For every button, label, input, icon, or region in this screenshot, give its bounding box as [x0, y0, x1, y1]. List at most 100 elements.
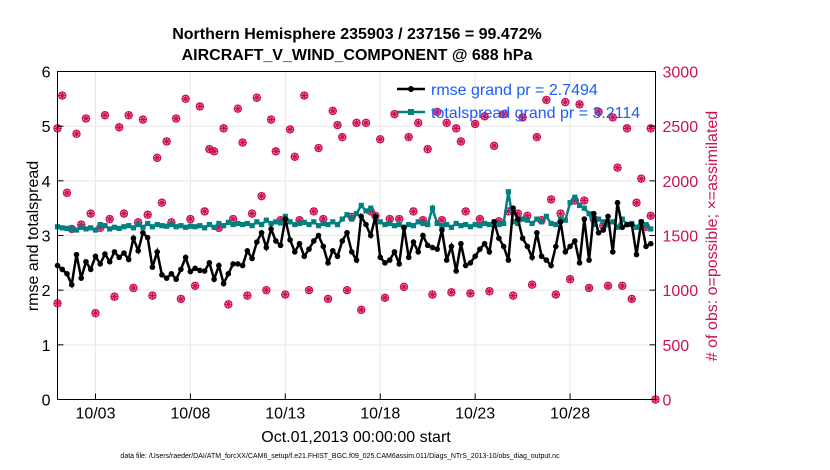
data-point: [439, 223, 445, 229]
y-tick-label: 0: [42, 393, 51, 410]
obs-count-marker: [442, 118, 451, 128]
data-point: [420, 232, 426, 239]
obs-count-marker: [143, 210, 152, 219]
obs-count-marker: [190, 281, 200, 290]
data-point: [239, 221, 246, 228]
data-point: [453, 268, 459, 274]
data-point: [296, 240, 303, 247]
y2-tick-label: 500: [663, 338, 690, 355]
obs-count-marker: [323, 294, 333, 304]
obs-count-marker: [461, 207, 470, 216]
obs-count-marker: [105, 214, 114, 224]
y-tick-label: 4: [42, 174, 51, 191]
data-point: [614, 224, 621, 230]
data-point: [448, 224, 455, 230]
data-point: [263, 244, 270, 251]
obs-count-marker: [195, 102, 205, 111]
data-point: [586, 211, 592, 217]
data-point: [638, 219, 645, 225]
data-point: [201, 268, 208, 274]
data-point: [64, 225, 70, 231]
obs-count-marker: [580, 196, 589, 205]
obs-count-marker: [632, 198, 641, 207]
data-point: [116, 225, 122, 231]
obs-count-marker: [129, 283, 138, 293]
obs-count-marker: [475, 214, 485, 224]
obs-count-marker: [238, 138, 247, 147]
y2-tick-label: 0: [663, 393, 672, 410]
data-point: [83, 226, 89, 232]
obs-count-marker: [328, 106, 337, 116]
data-point: [102, 223, 108, 229]
obs-count-marker: [148, 291, 157, 300]
chart-title: Northern Hemisphere 235903 / 237156 = 99…: [172, 26, 542, 43]
obs-count-marker: [219, 124, 228, 133]
data-point: [59, 266, 66, 273]
obs-count-marker: [209, 147, 219, 156]
data-point: [87, 266, 94, 273]
data-point: [410, 223, 417, 229]
data-point: [164, 223, 170, 229]
x-tick-label: 10/23: [455, 406, 495, 423]
data-point: [586, 257, 592, 263]
obs-count-marker: [489, 141, 499, 151]
data-point: [301, 253, 308, 260]
data-point: [273, 219, 279, 225]
obs-count-marker: [300, 91, 309, 100]
data-point: [382, 260, 388, 266]
data-point: [254, 239, 260, 245]
data-point: [425, 221, 431, 228]
legend-spread-marker: [408, 109, 414, 115]
data-point: [643, 243, 649, 250]
data-point: [258, 221, 265, 228]
data-point: [206, 221, 212, 228]
data-point: [415, 249, 421, 255]
data-point: [163, 275, 170, 281]
obs-count-marker: [399, 282, 409, 292]
data-point: [648, 226, 654, 232]
obs-count-marker: [646, 211, 655, 221]
data-point: [206, 260, 213, 266]
legend-spread-label: totalspread grand pr = 3.2114: [431, 105, 640, 122]
data-point: [353, 211, 360, 217]
obs-count-marker: [200, 207, 209, 216]
data-point: [576, 202, 583, 209]
obs-count-marker: [243, 291, 252, 300]
y2-axis-label: # of obs: o=possible; ×=assimilated: [704, 111, 721, 361]
data-point: [339, 238, 346, 244]
y-tick-label: 5: [42, 119, 51, 136]
obs-count-marker: [162, 137, 171, 146]
data-point: [320, 243, 327, 250]
obs-count-marker: [451, 124, 461, 133]
data-point: [633, 224, 640, 230]
data-point: [581, 216, 588, 222]
data-point: [73, 251, 80, 258]
obs-count-marker: [423, 144, 432, 154]
data-point: [496, 235, 502, 242]
data-point: [121, 224, 127, 230]
data-point: [534, 216, 540, 222]
data-point: [377, 219, 383, 225]
data-point: [619, 224, 626, 231]
data-point: [453, 220, 459, 227]
obs-count-marker: [100, 111, 110, 120]
data-point: [486, 221, 492, 228]
data-point: [443, 257, 450, 263]
y-tick-label: 3: [42, 229, 51, 246]
obs-count-marker: [186, 214, 195, 224]
obs-count-marker: [114, 123, 124, 132]
data-point: [159, 272, 165, 278]
data-point: [458, 240, 464, 247]
obs-count-marker: [266, 115, 276, 124]
obs-count-marker: [437, 215, 447, 225]
obs-count-marker: [314, 143, 323, 153]
obs-count-marker: [532, 132, 542, 142]
data-point: [548, 220, 554, 227]
data-point: [467, 224, 474, 230]
obs-count-marker: [518, 113, 527, 122]
obs-count-marker: [499, 109, 508, 119]
data-point: [538, 219, 545, 225]
data-point: [505, 189, 511, 195]
data-point: [187, 268, 194, 275]
